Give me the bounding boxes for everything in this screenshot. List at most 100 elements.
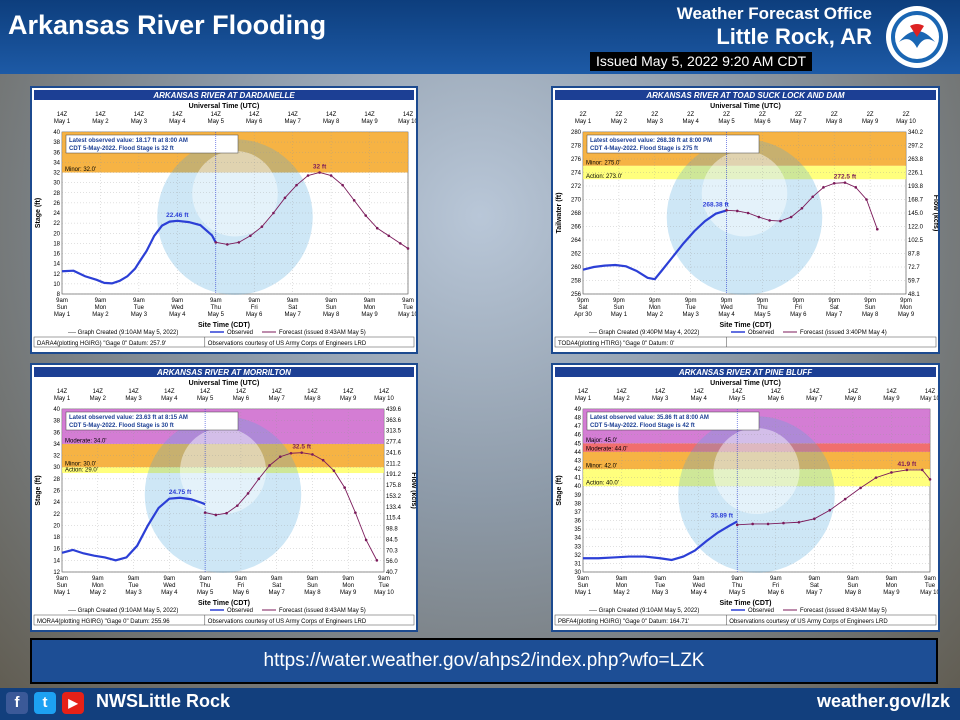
utc-axis-label: Universal Time (UTC) <box>710 103 781 110</box>
y2-tick-label: 56.0 <box>386 559 398 565</box>
y-tick-label: 24 <box>53 211 60 217</box>
youtube-icon[interactable]: ▶ <box>62 692 84 714</box>
y-tick-label: 278 <box>571 144 582 150</box>
x-tick-label: 9pm Fri May 6 <box>790 298 807 318</box>
utc-tick-label: 14Z May 5 <box>208 112 225 125</box>
x-tick-label: 9pm Mon May 9 <box>898 298 915 318</box>
utc-tick-label: 2Z May 4 <box>682 112 699 125</box>
y-tick-label: 37 <box>574 510 581 516</box>
legend-forecast: Forecast (issued 8:43AM May 5) <box>279 608 366 614</box>
y-tick-label: 270 <box>571 198 582 204</box>
utc-tick-label: 14Z May 8 <box>304 389 321 402</box>
y-tick-label: 36 <box>574 519 581 525</box>
x-tick-label: 9am Sun May 1 <box>54 298 71 318</box>
x-tick-label: 9am Thu May 5 <box>197 576 214 596</box>
x-tick-label: 9am Sun May 1 <box>54 576 71 596</box>
y2-tick-label: 145.0 <box>908 211 924 217</box>
y-tick-label: 40 <box>53 130 60 136</box>
utc-tick-label: 14Z May 10 <box>398 112 416 125</box>
flood-band <box>583 451 930 470</box>
x-tick-label: 9am Sat May 7 <box>268 576 285 596</box>
facebook-icon[interactable]: f <box>6 692 28 714</box>
y-tick-label: 34 <box>53 442 60 448</box>
forecast-point <box>375 226 379 230</box>
x-tick-label: 9am Tue May 10 <box>398 298 416 318</box>
observed-line <box>582 209 727 281</box>
utc-tick-label: 14Z May 2 <box>90 389 107 402</box>
forecast-point <box>874 476 878 479</box>
header-bar: Arkansas River Flooding Weather Forecast… <box>0 0 960 74</box>
y-tick-label: 18 <box>53 535 60 541</box>
utc-tick-label: 14Z May 2 <box>613 389 630 402</box>
y-tick-label: 30 <box>53 181 60 187</box>
forecast-point <box>311 453 314 456</box>
y-tick-label: 28 <box>53 191 60 197</box>
utc-tick-label: 2Z May 3 <box>647 112 664 125</box>
y-tick-label: 44 <box>574 450 581 456</box>
y-tick-label: 264 <box>571 238 582 244</box>
chart-panel-pine-bluff: ARKANSAS RIVER AT PINE BLUFF Universal Ti… <box>551 363 940 632</box>
noaa-watermark-inner <box>713 427 800 515</box>
peak-label: 41.9 ft <box>897 461 917 468</box>
x-tick-label: 9am Sat May 7 <box>284 298 301 318</box>
flood-band <box>583 469 930 487</box>
forecast-point <box>306 174 310 177</box>
x-tick-label: 9am Tue May 3 <box>652 576 669 596</box>
x-tick-label: 9am Wed May 4 <box>161 576 178 596</box>
chart-panel-morrilton: ARKANSAS RIVER AT MORRILTON Universal Tim… <box>30 363 418 632</box>
ahps-link[interactable]: https://water.weather.gov/ahps2/index.ph… <box>30 638 938 684</box>
y-tick-label: 47 <box>574 424 581 430</box>
x-tick-label: 9am Sun May 1 <box>575 576 592 596</box>
forecast-point <box>295 183 298 187</box>
utc-tick-label: 14Z May 6 <box>233 389 250 402</box>
forecast-point <box>364 538 368 542</box>
forecast-point <box>905 468 909 472</box>
y2-tick-label: 340.2 <box>908 130 924 136</box>
forecast-point <box>272 211 275 215</box>
chart-footer-datum: DARA4(plotting HGIRG) "Gage 0" Datum: 25… <box>37 341 166 347</box>
y2-tick-label: 363.6 <box>386 418 402 424</box>
chart-footer-credit: Observations courtesy of US Army Corps o… <box>208 619 367 625</box>
forecast-point <box>736 209 739 213</box>
y2-axis-label: Flow (kcfs) <box>410 472 416 509</box>
utc-tick-label: 14Z May 6 <box>768 389 785 402</box>
y-tick-label: 14 <box>53 558 60 564</box>
forecast-point <box>214 241 218 244</box>
utc-tick-label: 14Z May 1 <box>575 389 592 402</box>
y-tick-label: 18 <box>53 241 60 247</box>
x-tick-label: 9am Mon May 2 <box>90 576 107 596</box>
forecast-point <box>757 215 761 219</box>
website-link[interactable]: weather.gov/lzk <box>816 691 950 711</box>
y2-tick-label: 48.1 <box>908 292 920 298</box>
social-handle: NWSLittle Rock <box>96 691 231 711</box>
y-tick-label: 40 <box>53 407 60 413</box>
y-tick-label: 22 <box>53 221 60 227</box>
y-tick-label: 274 <box>571 171 582 177</box>
forecast-point <box>828 508 832 512</box>
latest-observation-text: CDT 5-May-2022. Flood Stage is 32 ft <box>69 146 174 152</box>
x-tick-label: 9am Thu May 5 <box>208 298 225 318</box>
chart-title-bar <box>555 90 936 100</box>
latest-observation-box <box>65 134 239 154</box>
chart-footer-box <box>554 336 937 348</box>
forecast-point <box>226 243 229 246</box>
y-tick-label: 34 <box>574 536 581 542</box>
forecast-point <box>843 497 847 501</box>
utc-tick-label: 2Z May 2 <box>611 112 628 125</box>
forecast-point <box>865 198 868 201</box>
noaa-watermark-inner <box>701 150 788 237</box>
y2-tick-label: 191.2 <box>386 472 402 478</box>
twitter-icon[interactable]: t <box>34 692 56 714</box>
utc-tick-label: 14Z May 4 <box>169 112 186 125</box>
peak-label: 32 ft <box>313 164 327 171</box>
legend-graph-created: ---- Graph Created (9:10AM May 5, 2022) <box>68 608 178 614</box>
x-tick-label: 9am Wed May 4 <box>169 298 186 318</box>
forecast-point <box>203 511 207 514</box>
y-tick-label: 36 <box>53 430 60 436</box>
chart-title: ARKANSAS RIVER AT TOAD SUCK LOCK AND DAM <box>645 91 845 100</box>
forecast-point <box>766 522 770 526</box>
utc-tick-label: 2Z May 10 <box>896 112 916 125</box>
x-tick-label: 9pm Sun May 1 <box>611 298 628 318</box>
y-tick-label: 46 <box>574 433 581 439</box>
noaa-watermark-icon <box>157 139 313 295</box>
